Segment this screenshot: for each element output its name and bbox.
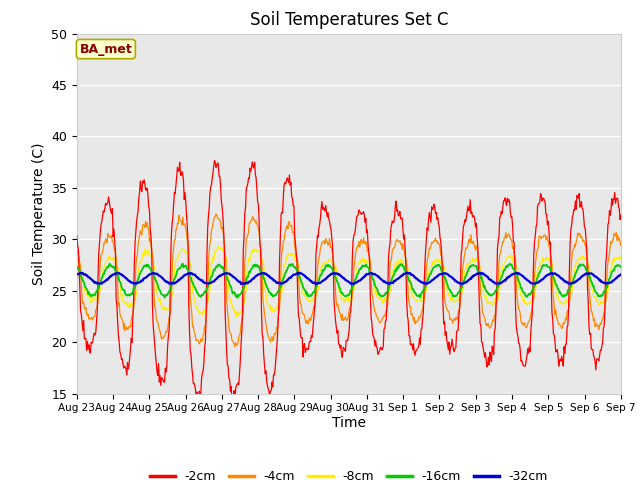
Text: BA_met: BA_met [79, 43, 132, 56]
Y-axis label: Soil Temperature (C): Soil Temperature (C) [31, 143, 45, 285]
X-axis label: Time: Time [332, 416, 366, 430]
Title: Soil Temperatures Set C: Soil Temperatures Set C [250, 11, 448, 29]
Legend: -2cm, -4cm, -8cm, -16cm, -32cm: -2cm, -4cm, -8cm, -16cm, -32cm [145, 465, 553, 480]
